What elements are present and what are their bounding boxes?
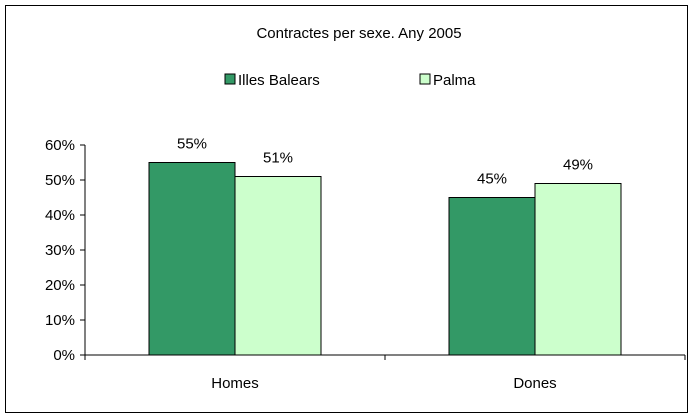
bars: 55% 51% 45% 49% — [148, 136, 622, 356]
y-tick-label: 20% — [45, 277, 75, 294]
legend-label-palma: Palma — [433, 72, 476, 89]
legend-swatch-illes-balears — [224, 73, 236, 85]
bar — [448, 197, 536, 356]
bar-value-label: 49% — [563, 157, 593, 174]
y-tick-label: 40% — [45, 207, 75, 224]
y-tick-label: 60% — [45, 137, 75, 154]
bar — [534, 183, 622, 356]
bar — [148, 162, 236, 356]
y-tick-label: 10% — [45, 312, 75, 329]
legend-label-illes-balears: Illes Balears — [238, 72, 320, 89]
y-tick-label: 50% — [45, 172, 75, 189]
bar-value-label: 45% — [477, 171, 507, 188]
legend: Illes Balears Palma — [224, 72, 476, 89]
bar-value-label: 55% — [177, 136, 207, 153]
bar — [234, 176, 322, 356]
y-tick-label: 30% — [45, 242, 75, 259]
y-axis: 0% 10% 20% 30% 40% 50% 60% — [45, 137, 86, 364]
y-tick-label: 0% — [53, 347, 75, 364]
chart-title: Contractes per sexe. Any 2005 — [256, 25, 461, 42]
x-tick-label: Homes — [211, 375, 259, 392]
legend-swatch-palma — [419, 73, 431, 85]
x-axis: Homes Dones — [84, 354, 686, 392]
bar-value-label: 51% — [263, 150, 293, 167]
x-tick-label: Dones — [513, 375, 556, 392]
